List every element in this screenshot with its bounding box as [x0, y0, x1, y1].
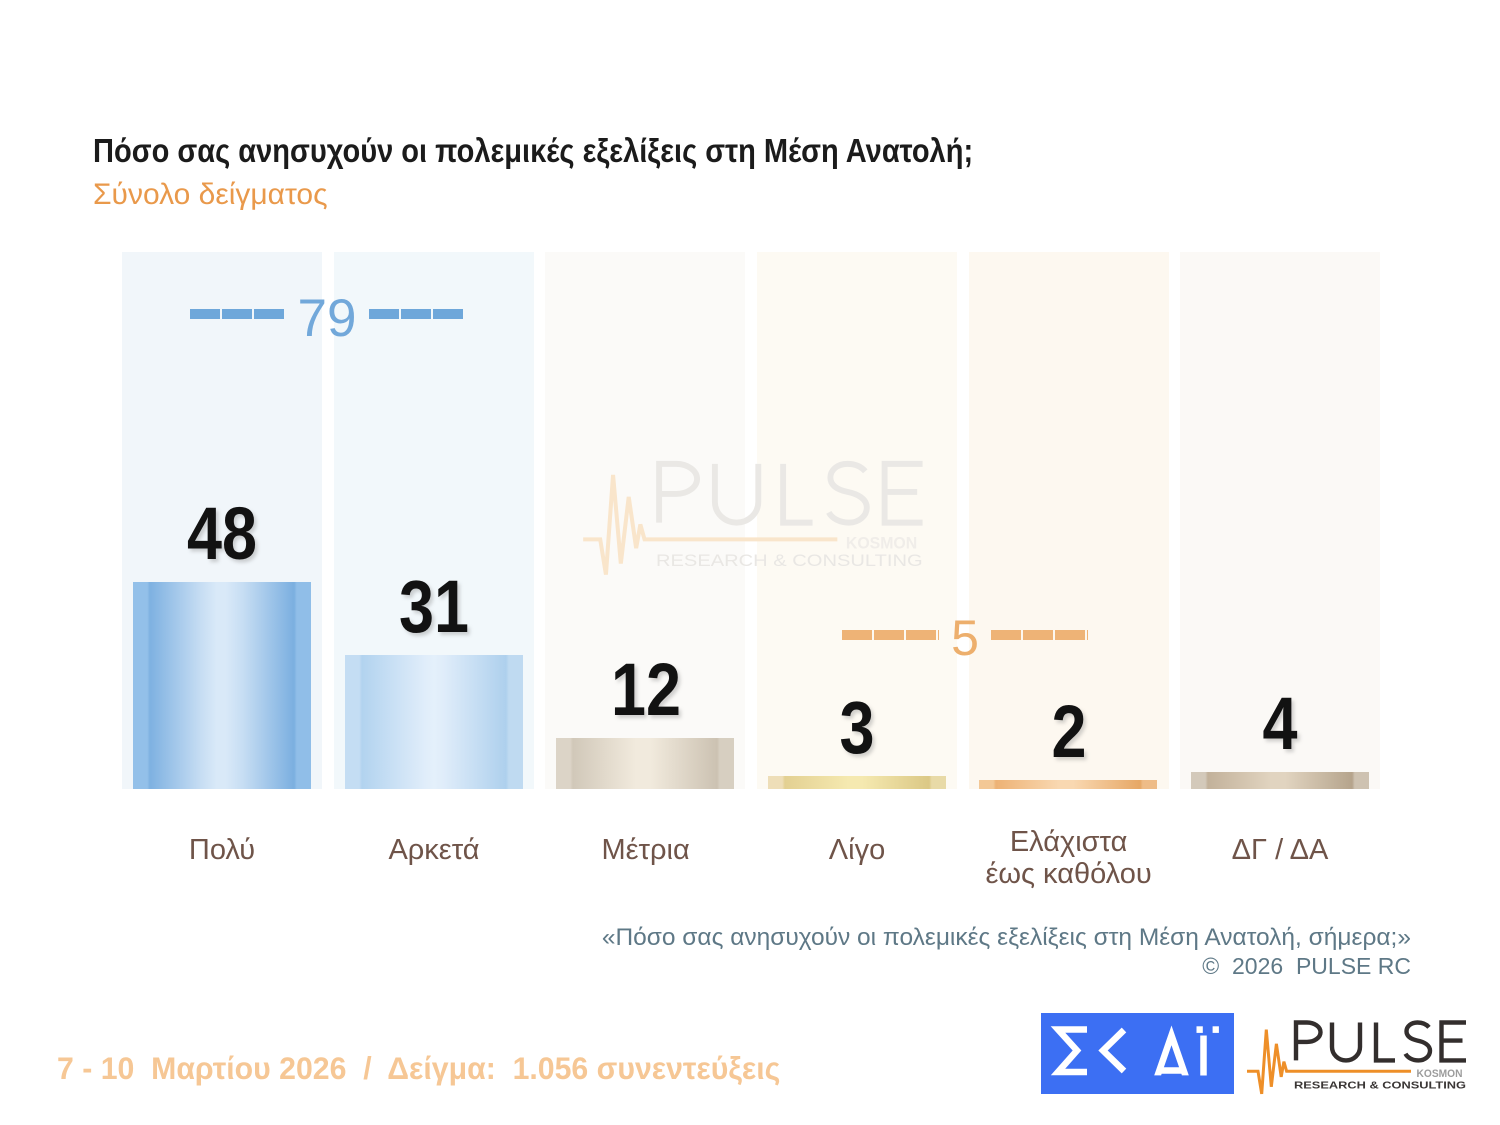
- svg-text:RESEARCH & CONSULTING: RESEARCH & CONSULTING: [1294, 1081, 1466, 1092]
- svg-text:KOSMON: KOSMON: [1417, 1068, 1463, 1080]
- svg-text:KOSMON: KOSMON: [846, 533, 917, 552]
- svg-text:RESEARCH & CONSULTING: RESEARCH & CONSULTING: [656, 552, 923, 570]
